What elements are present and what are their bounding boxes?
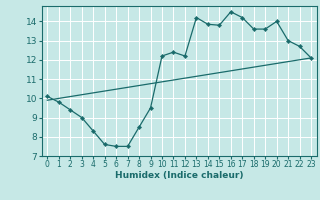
X-axis label: Humidex (Indice chaleur): Humidex (Indice chaleur)	[115, 171, 244, 180]
